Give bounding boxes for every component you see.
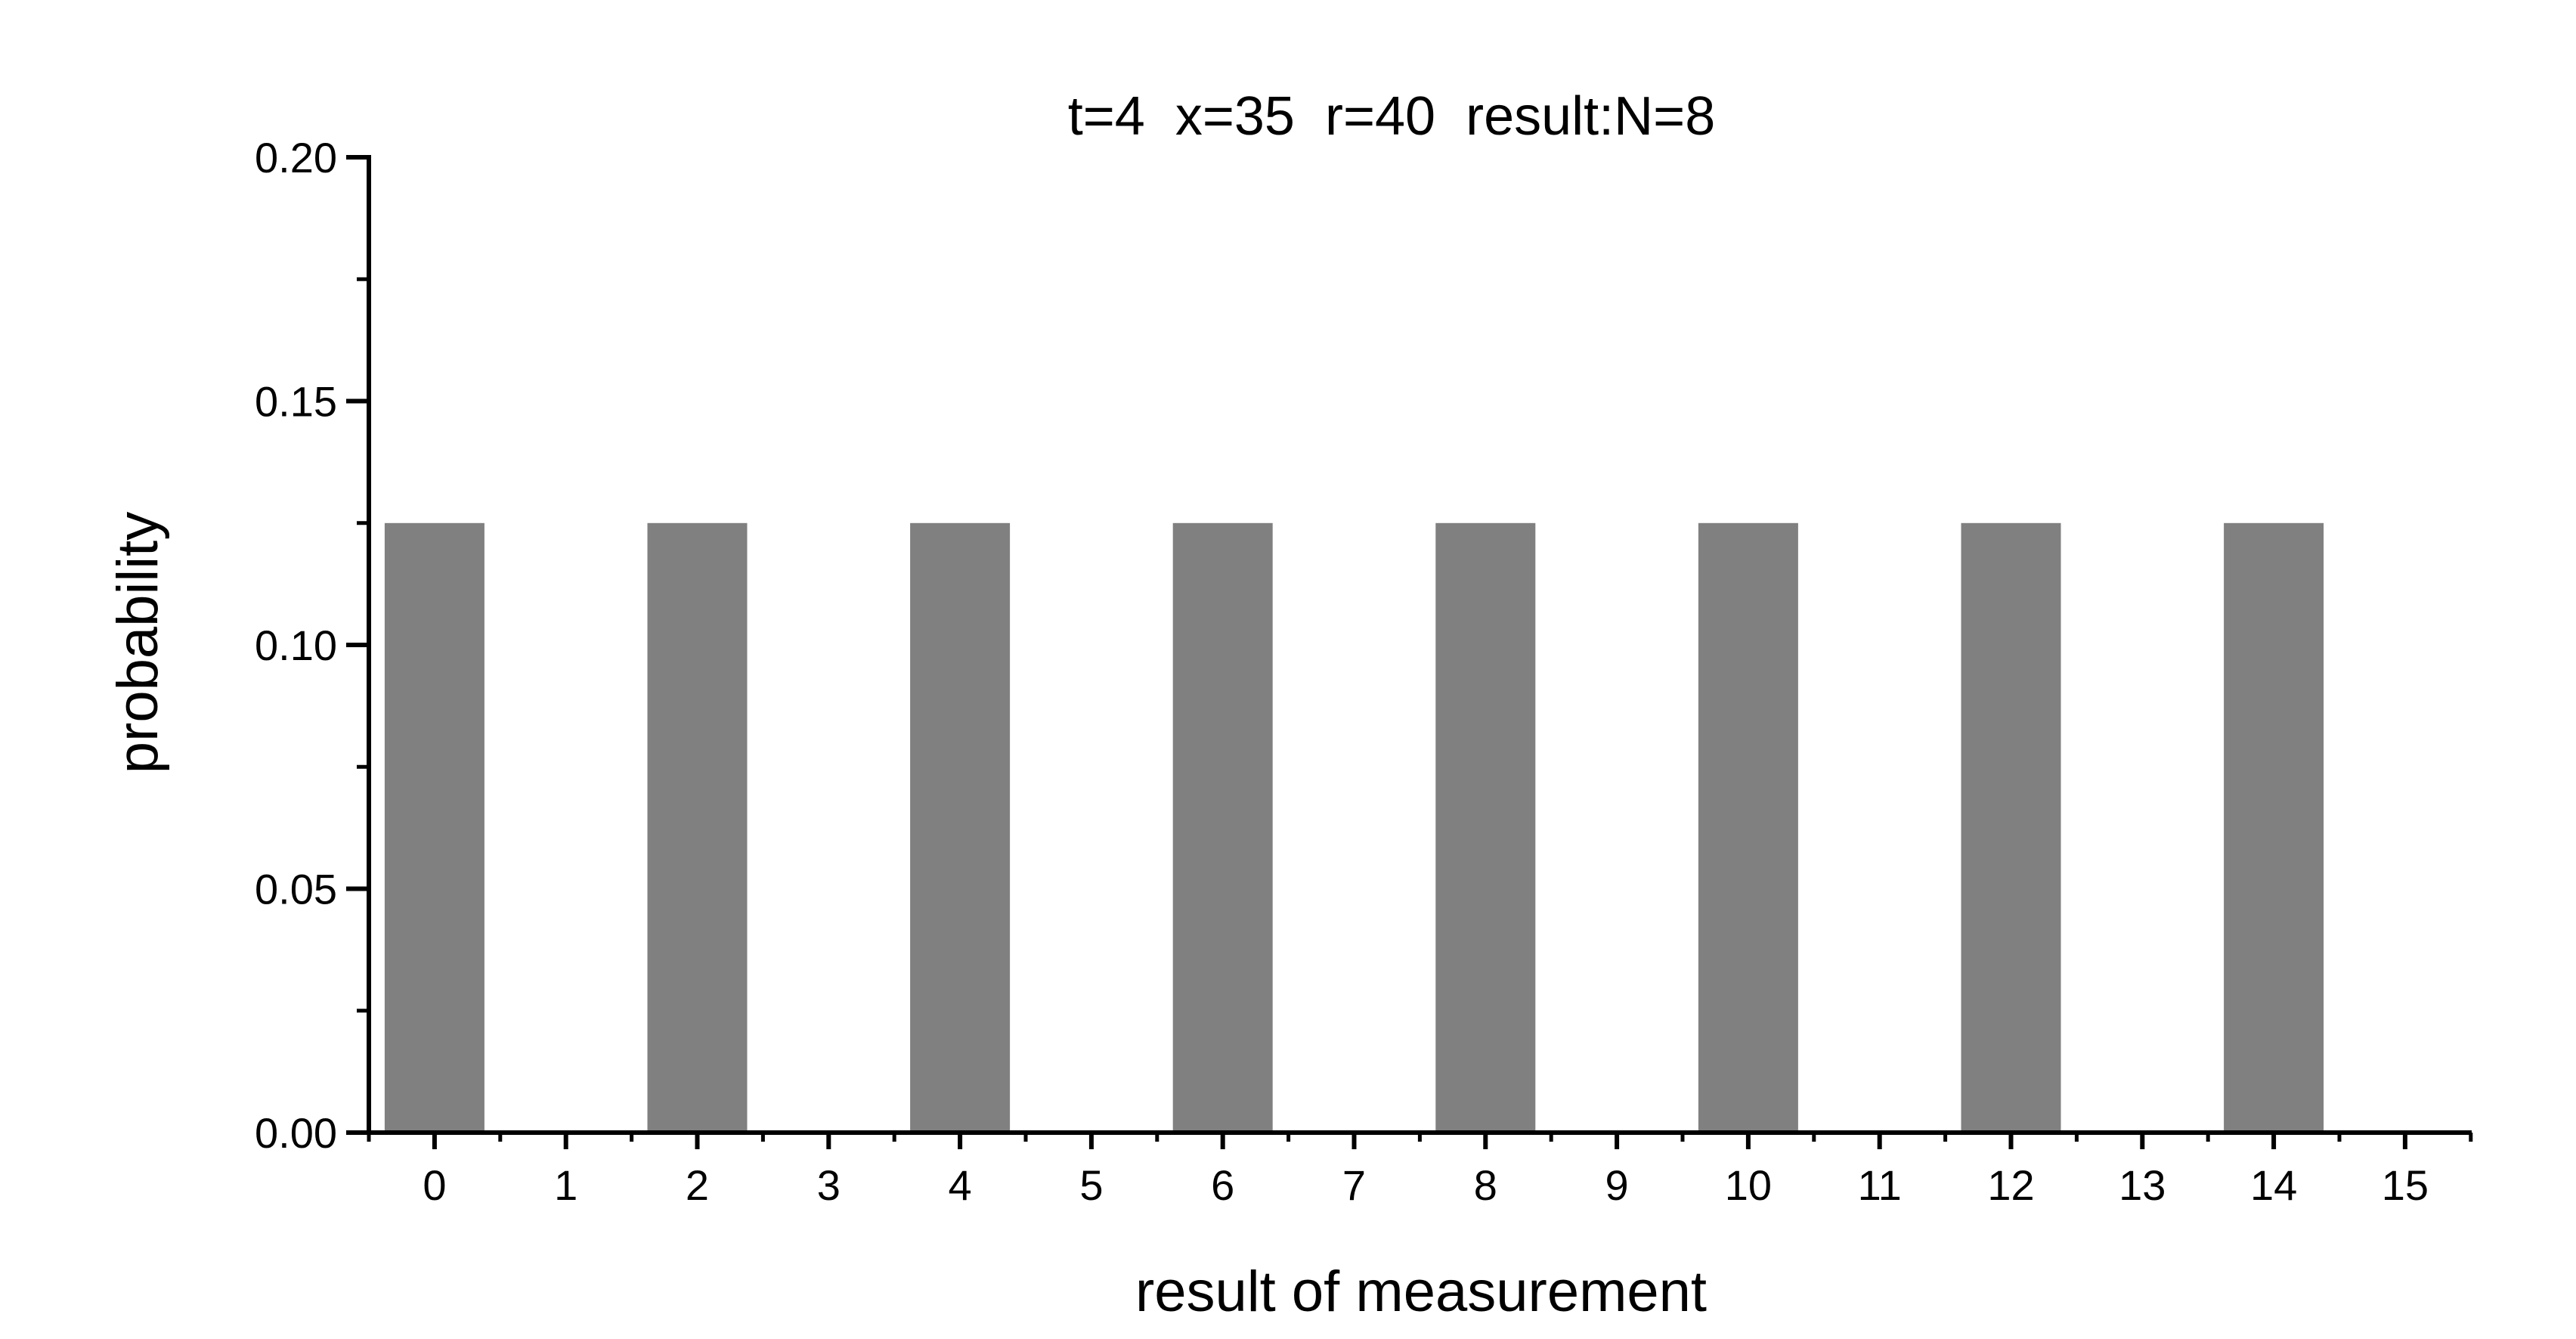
y-axis-label: probability xyxy=(106,512,170,773)
bar-2 xyxy=(647,522,748,1133)
y-tick-label: 0.05 xyxy=(255,866,337,913)
x-tick-label: 3 xyxy=(817,1161,841,1209)
x-tick-label: 9 xyxy=(1605,1161,1629,1209)
x-tick-label: 1 xyxy=(554,1161,577,1209)
x-tick-label: 8 xyxy=(1474,1161,1497,1209)
x-tick-label: 13 xyxy=(2119,1161,2166,1209)
x-tick-label: 5 xyxy=(1079,1161,1103,1209)
bar-0 xyxy=(384,522,485,1133)
x-tick-label: 12 xyxy=(1987,1161,2034,1209)
ticks-group: 0 1 2 3 4 5 6 7 8 9 10 11 12 13 14 150.000.050.100.150.… xyxy=(255,134,2473,1209)
x-tick-label: 4 xyxy=(949,1161,972,1209)
x-tick-label: 11 xyxy=(1858,1161,1902,1209)
bar-8 xyxy=(1435,522,1536,1133)
x-tick-label: 6 xyxy=(1211,1161,1234,1209)
bar-6 xyxy=(1172,522,1273,1133)
bars-group xyxy=(384,522,2324,1133)
y-tick-label: 0.00 xyxy=(255,1109,337,1157)
x-tick-label: 2 xyxy=(686,1161,709,1209)
y-tick-label: 0.15 xyxy=(255,378,337,426)
x-tick-label: 15 xyxy=(2382,1161,2429,1209)
bar-12 xyxy=(1961,522,2061,1133)
x-tick-label: 7 xyxy=(1342,1161,1366,1209)
x-axis-label: result of measurement xyxy=(1135,1260,1707,1324)
x-tick-label: 10 xyxy=(1725,1161,1772,1209)
bar-4 xyxy=(910,522,1011,1133)
x-tick-label: 0 xyxy=(423,1161,446,1209)
bar-14 xyxy=(2224,522,2324,1133)
bar-10 xyxy=(1698,522,1798,1133)
y-tick-label: 0.10 xyxy=(255,621,337,669)
y-tick-label: 0.20 xyxy=(255,134,337,181)
x-tick-label: 14 xyxy=(2250,1161,2297,1209)
chart-title: t=4 x=35 r=40 result:N=8 xyxy=(1068,86,1716,147)
